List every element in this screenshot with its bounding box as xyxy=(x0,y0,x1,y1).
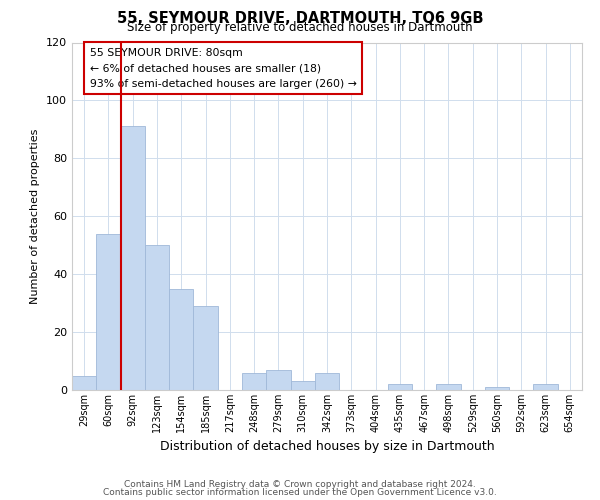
Text: Size of property relative to detached houses in Dartmouth: Size of property relative to detached ho… xyxy=(127,21,473,34)
Bar xyxy=(533,384,558,390)
Bar xyxy=(121,126,145,390)
Bar xyxy=(242,372,266,390)
Bar xyxy=(193,306,218,390)
Bar xyxy=(145,245,169,390)
Bar xyxy=(72,376,96,390)
Bar xyxy=(388,384,412,390)
Text: 55, SEYMOUR DRIVE, DARTMOUTH, TQ6 9GB: 55, SEYMOUR DRIVE, DARTMOUTH, TQ6 9GB xyxy=(117,11,483,26)
Bar xyxy=(485,387,509,390)
Bar xyxy=(290,382,315,390)
Bar xyxy=(169,288,193,390)
Text: Contains public sector information licensed under the Open Government Licence v3: Contains public sector information licen… xyxy=(103,488,497,497)
X-axis label: Distribution of detached houses by size in Dartmouth: Distribution of detached houses by size … xyxy=(160,440,494,454)
Bar xyxy=(96,234,121,390)
Bar xyxy=(315,372,339,390)
Y-axis label: Number of detached properties: Number of detached properties xyxy=(31,128,40,304)
Text: Contains HM Land Registry data © Crown copyright and database right 2024.: Contains HM Land Registry data © Crown c… xyxy=(124,480,476,489)
Text: 55 SEYMOUR DRIVE: 80sqm
← 6% of detached houses are smaller (18)
93% of semi-det: 55 SEYMOUR DRIVE: 80sqm ← 6% of detached… xyxy=(90,48,357,89)
Bar xyxy=(266,370,290,390)
Bar xyxy=(436,384,461,390)
